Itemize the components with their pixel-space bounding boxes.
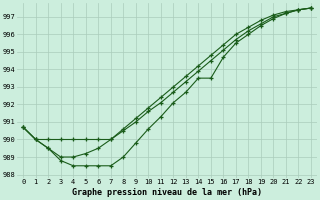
X-axis label: Graphe pression niveau de la mer (hPa): Graphe pression niveau de la mer (hPa) [72, 188, 262, 197]
